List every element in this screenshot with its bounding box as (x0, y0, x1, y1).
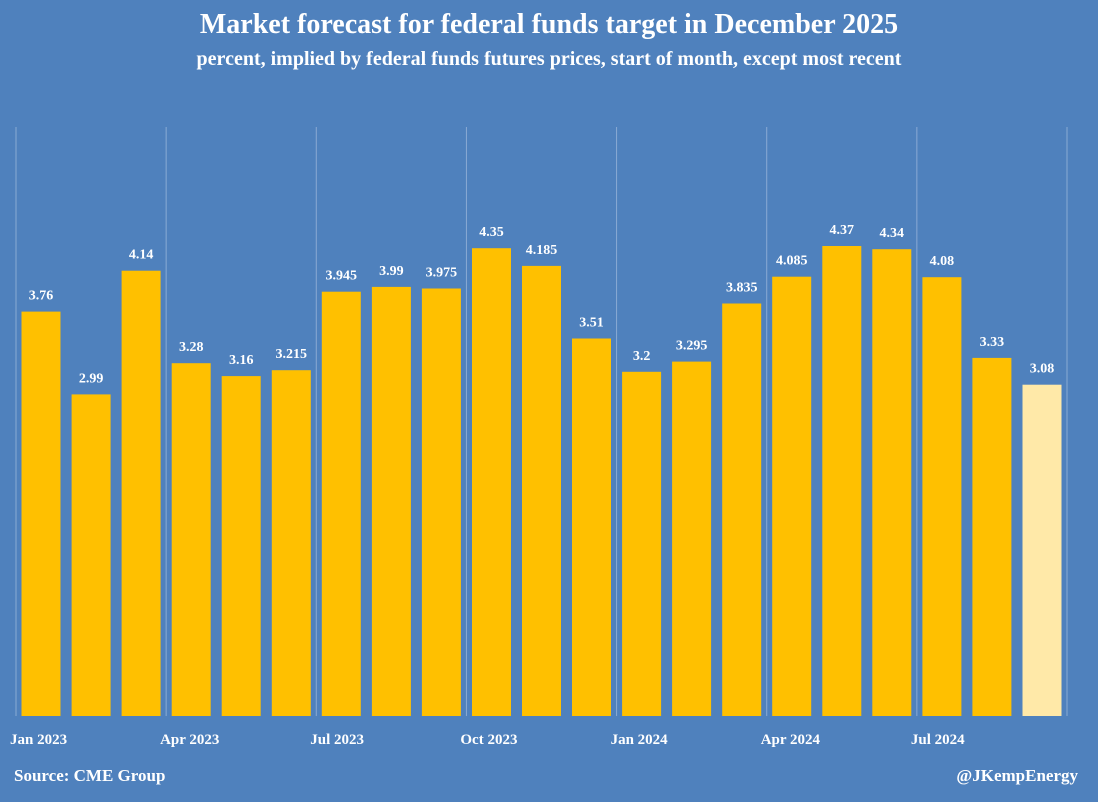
bar-oct-2023 (472, 248, 511, 716)
author-handle: @JKempEnergy (956, 766, 1078, 785)
bar-sep-2023 (421, 288, 461, 716)
gridlines (15, 127, 1068, 716)
bar-jun-2023 (271, 370, 311, 716)
bar-jul-2023 (321, 291, 361, 716)
value-label: 3.51 (579, 316, 604, 331)
bar-may-2024 (822, 246, 862, 716)
bar-jun-2024 (872, 249, 912, 716)
value-labels: 3.76 2.99 4.14 3.28 3.16 3.215 3.945 3.99 3.975 4… (29, 223, 1055, 386)
x-tick-label: Apr 2023 (160, 732, 219, 748)
x-tick-label: Jan 2023 (10, 732, 67, 748)
bar-dec-2023 (572, 338, 611, 716)
source-note: Source: CME Group (14, 766, 166, 785)
bar-mar-2023 (121, 270, 161, 716)
value-label: 3.16 (229, 353, 254, 368)
value-label: 2.99 (79, 371, 104, 386)
value-label: 4.35 (479, 225, 504, 240)
chart-subtitle: percent, implied by federal funds future… (196, 48, 902, 70)
value-label: 3.975 (426, 266, 458, 281)
x-tick-label: Jan 2024 (611, 732, 669, 748)
bar-jan-2024 (622, 371, 662, 716)
value-label: 3.28 (179, 340, 204, 355)
value-label: 3.99 (379, 264, 404, 279)
value-label: 3.76 (29, 289, 54, 304)
value-label: 3.295 (676, 339, 708, 354)
bar-may-2023 (221, 376, 261, 716)
bar-feb-2023 (71, 394, 111, 716)
x-tick-label: Jul 2024 (911, 732, 965, 748)
x-tick-label: Oct 2023 (460, 732, 517, 748)
bar-jul-2024 (922, 277, 962, 716)
bar-apr-2024 (772, 276, 812, 716)
bars (21, 246, 1062, 716)
value-label: 3.2 (633, 349, 651, 364)
bar-aug-2023 (371, 286, 411, 716)
x-tick-label: Apr 2024 (761, 732, 821, 748)
bar-mar-2024 (722, 303, 762, 716)
value-label: 3.33 (980, 335, 1005, 350)
bar-jan-2023 (21, 311, 61, 716)
bar-latest (1022, 384, 1062, 716)
value-label: 3.215 (276, 347, 308, 362)
value-label: 3.945 (326, 269, 358, 284)
bar-nov-2023 (522, 265, 561, 716)
value-label: 4.08 (930, 254, 955, 269)
value-label: 4.34 (880, 226, 905, 241)
value-label: 3.08 (1030, 362, 1055, 377)
chart-title: Market forecast for federal funds target… (199, 9, 899, 40)
value-label: 3.835 (726, 281, 758, 296)
bar-feb-2024 (672, 361, 712, 716)
value-label: 4.085 (776, 254, 808, 269)
value-label: 4.37 (830, 223, 855, 238)
x-tick-label: Jul 2023 (310, 732, 364, 748)
value-label: 4.14 (129, 248, 154, 263)
bar-aug-2024 (972, 357, 1012, 716)
x-axis-tick-labels: Jan 2023 Apr 2023 Jul 2023 Oct 2023 Jan 2024… (10, 732, 965, 748)
value-label: 4.185 (526, 243, 558, 258)
bar-apr-2023 (171, 363, 211, 716)
